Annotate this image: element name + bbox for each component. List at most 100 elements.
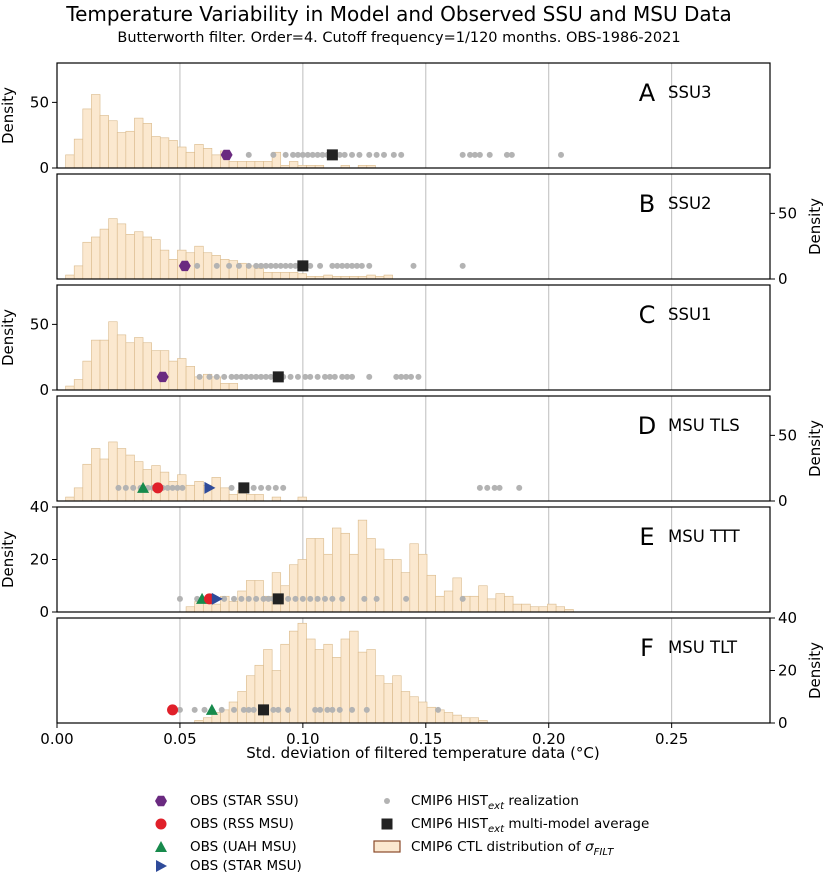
- histogram-bar: [220, 383, 230, 391]
- histogram-bar: [289, 564, 299, 613]
- panel-b: 0 50 Density B SSU2: [56, 173, 824, 288]
- realization-point: [213, 262, 220, 269]
- y-tick-label: 20: [778, 662, 797, 680]
- realizations: [245, 151, 565, 158]
- realization-point: [218, 706, 225, 713]
- realization-point: [349, 373, 356, 380]
- histogram-bar: [254, 494, 264, 502]
- histogram-bar: [426, 574, 436, 613]
- histogram-bar: [142, 123, 152, 169]
- y-tick-label: 0: [778, 270, 788, 288]
- histogram-bar: [82, 241, 92, 280]
- panel-label: SSU2: [668, 194, 712, 213]
- obs-marker-star-msu: [211, 592, 223, 605]
- realization-point: [164, 484, 171, 491]
- legend-label-subscript: ext: [488, 801, 505, 812]
- panel-label: MSU TLT: [668, 638, 738, 657]
- histogram-bar: [297, 559, 307, 613]
- histogram: [65, 441, 307, 502]
- histogram-bar: [177, 358, 187, 391]
- histogram-bar: [142, 342, 152, 391]
- realization-point: [317, 262, 324, 269]
- realization-point: [307, 373, 314, 380]
- histogram-bar: [289, 272, 299, 280]
- realization-point: [262, 373, 269, 380]
- realization-point: [250, 484, 257, 491]
- realization-point: [353, 262, 360, 269]
- panel-letter: B: [639, 190, 655, 218]
- legend-marker-histogram: [373, 840, 401, 853]
- histogram: [194, 622, 488, 724]
- histogram-bar: [254, 268, 264, 280]
- realization-point: [356, 151, 363, 158]
- realization-point: [339, 595, 346, 602]
- y-axis-label: Density: [806, 642, 824, 699]
- realization-point: [403, 595, 410, 602]
- legend-label: CMIP6 HISText realization: [411, 793, 579, 812]
- realization-point: [321, 373, 328, 380]
- y-tick-label: 20: [30, 551, 49, 569]
- realization-point: [245, 706, 252, 713]
- y-tick-label: 40: [778, 609, 797, 627]
- realization-point: [179, 484, 186, 491]
- realization-point: [314, 373, 321, 380]
- histogram-bar: [280, 272, 290, 280]
- obs-marker-star-ssu: [220, 149, 233, 161]
- realization-point: [191, 706, 198, 713]
- realization-point: [287, 262, 294, 269]
- histogram-bar: [246, 161, 256, 169]
- realization-point: [130, 484, 137, 491]
- histogram-bar: [263, 272, 273, 280]
- histogram-bar: [134, 337, 144, 391]
- realization-point: [226, 262, 233, 269]
- realization-point: [324, 706, 331, 713]
- histogram-bar: [177, 146, 187, 169]
- realization-point: [228, 373, 235, 380]
- panel-label: MSU TLS: [668, 416, 740, 435]
- realization-point: [282, 151, 289, 158]
- panel-letter: D: [638, 412, 656, 440]
- histogram-bar: [228, 601, 239, 613]
- x-tick-label: 0.25: [655, 730, 688, 748]
- multi-model-average-marker: [238, 482, 250, 494]
- realization-point: [194, 262, 201, 269]
- realization-point: [221, 373, 228, 380]
- y-tick-label: 0: [39, 603, 49, 621]
- realization-point: [275, 706, 282, 713]
- histogram-bar: [392, 559, 402, 613]
- realization-point: [213, 373, 220, 380]
- panel-e: 0 20 40 Density E MSU TTT: [0, 498, 771, 621]
- histogram-bar: [73, 138, 84, 169]
- realization-point: [253, 595, 260, 602]
- obs-marker-uah-msu: [205, 703, 218, 715]
- panel-letter: A: [639, 79, 656, 107]
- histogram-bar: [211, 603, 221, 613]
- y-tick-label: 50: [30, 93, 49, 111]
- x-tick-label: 0.00: [40, 730, 73, 748]
- realization-point: [287, 373, 294, 380]
- histogram-bar: [194, 481, 204, 502]
- legend-marker-star-ssu: [155, 795, 167, 807]
- realization-point: [344, 373, 351, 380]
- histogram-bar: [297, 273, 307, 280]
- histogram-bar: [383, 559, 393, 613]
- realization-point: [309, 151, 316, 158]
- realization-point: [408, 373, 415, 380]
- realization-point: [231, 595, 238, 602]
- realization-point: [235, 262, 242, 269]
- realization-point: [476, 484, 483, 491]
- realization-point: [415, 373, 422, 380]
- realization-point: [280, 484, 287, 491]
- realization-point: [299, 151, 306, 158]
- panel-frame: [56, 173, 771, 280]
- histogram-bar: [323, 553, 333, 613]
- y-axis-label: Density: [806, 420, 824, 477]
- histogram-bar: [82, 108, 92, 169]
- histogram-bar: [134, 117, 144, 169]
- obs-marker-star-ssu: [156, 371, 169, 383]
- realization-point: [459, 595, 466, 602]
- realization-point: [307, 595, 314, 602]
- multi-model-average-marker: [272, 593, 284, 605]
- legend-marker-realization: [384, 798, 390, 804]
- realization-point: [398, 373, 405, 380]
